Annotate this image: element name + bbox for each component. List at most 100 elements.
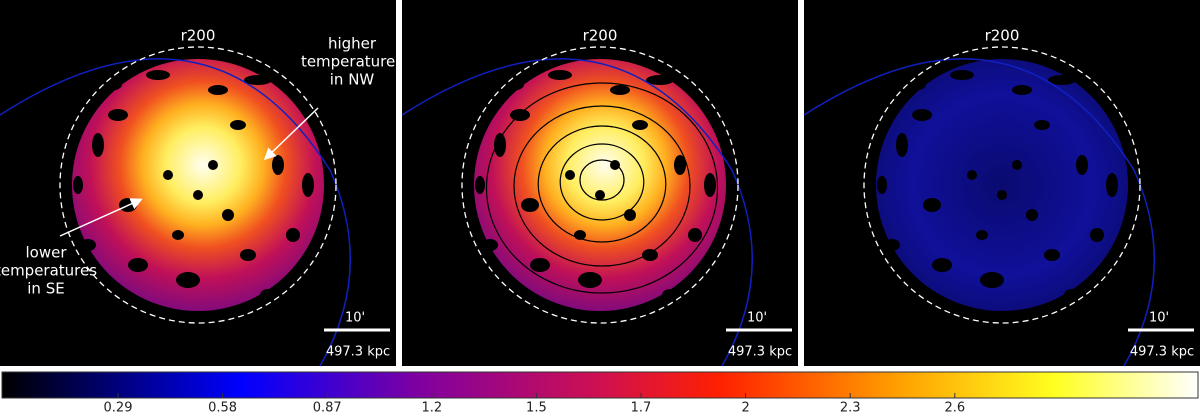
colorbar-tick-label: 2.6: [944, 401, 965, 416]
annotation: higher: [328, 35, 377, 53]
point-source-mask: [73, 176, 83, 194]
colorbar-tick-label: 2.3: [840, 401, 861, 416]
point-source-mask: [1034, 120, 1050, 130]
point-source-mask: [172, 230, 184, 240]
point-source-mask: [286, 228, 300, 242]
annotation: in NW: [330, 71, 375, 89]
colorbar: [1, 371, 1199, 399]
r500-arc: [803, 58, 1155, 367]
point-source-mask: [688, 228, 702, 242]
scale-distance: 497.3 kpc: [728, 345, 792, 360]
point-source-mask: [1076, 155, 1088, 175]
point-source-mask: [898, 79, 926, 91]
point-source-mask: [176, 272, 200, 288]
contour: [559, 143, 645, 221]
r200-circle: [59, 46, 337, 324]
point-source-mask: [1026, 209, 1038, 221]
point-source-mask: [108, 109, 128, 121]
point-source-mask: [92, 133, 104, 157]
point-source-mask: [240, 249, 256, 261]
point-source-mask: [510, 109, 530, 121]
r200-label: r200: [583, 27, 618, 45]
point-source-mask: [260, 289, 276, 301]
point-source-mask: [610, 85, 630, 95]
point-source-mask: [578, 272, 602, 288]
contour: [513, 105, 691, 267]
point-source-mask: [521, 198, 539, 212]
point-source-mask: [208, 85, 228, 95]
point-source-mask: [976, 230, 988, 240]
point-source-mask: [896, 133, 908, 157]
point-source-mask: [482, 239, 498, 251]
point-source-mask: [244, 75, 272, 85]
point-source-mask: [1048, 75, 1076, 85]
panel: r200 10' 497.3 kpc: [401, 0, 798, 367]
point-source-mask: [1064, 289, 1080, 301]
data-disk: [876, 59, 1128, 311]
point-source-mask: [272, 155, 284, 175]
point-source-mask: [923, 198, 941, 212]
data-disk: [474, 59, 726, 311]
point-source-mask: [1012, 85, 1032, 95]
point-source-mask: [80, 239, 96, 251]
point-source-mask: [884, 239, 900, 251]
point-source-mask: [980, 272, 1004, 288]
panels: r200 10' 497.3 kpc higher temperatures in NW l…: [0, 0, 1200, 367]
point-source-mask: [632, 120, 648, 130]
scale-length: 10': [747, 311, 767, 326]
point-source-mask: [230, 120, 246, 130]
r500-arc: [401, 58, 753, 367]
r200-label: r200: [181, 27, 216, 45]
scale-length: 10': [1149, 311, 1169, 326]
point-source-mask: [674, 155, 686, 175]
r200-circle: [863, 46, 1141, 324]
point-source-mask: [877, 176, 887, 194]
contour: [537, 125, 667, 243]
point-source-mask: [565, 170, 575, 180]
colorbar-tick-label: 1.5: [526, 401, 547, 416]
point-source-mask: [646, 75, 674, 85]
point-source-mask: [595, 190, 605, 200]
contour: [579, 159, 625, 201]
point-source-mask: [912, 109, 932, 121]
point-source-mask: [530, 258, 550, 272]
panel: r200 10' 497.3 kpc: [803, 0, 1200, 367]
point-source-mask: [950, 70, 974, 80]
colorbar-ticks: 0.29 0.58 0.87 1.2 1.5 1.7 2 2.3 2.6: [104, 393, 965, 416]
point-source-mask: [932, 258, 952, 272]
annotation: lower: [25, 244, 67, 262]
r500-arc: [0, 58, 351, 367]
point-source-mask: [208, 160, 218, 170]
point-source-mask: [128, 258, 148, 272]
point-source-mask: [1012, 160, 1022, 170]
point-source-mask: [475, 176, 485, 194]
colorbar-tick-label: 0.87: [313, 401, 342, 416]
scale-length: 10': [345, 311, 365, 326]
point-source-mask: [1044, 249, 1060, 261]
point-source-mask: [1106, 173, 1118, 197]
data-disk: [72, 59, 324, 311]
point-source-mask: [642, 249, 658, 261]
annotation: temperatures: [0, 262, 97, 280]
colorbar-tick-label: 1.2: [421, 401, 442, 416]
point-source-mask: [163, 170, 173, 180]
contour: [485, 82, 719, 294]
point-source-mask: [1090, 228, 1104, 242]
colorbar-tick-label: 2: [741, 401, 749, 416]
r200-label: r200: [985, 27, 1020, 45]
point-source-mask: [548, 70, 572, 80]
colorbar-tick-label: 1.7: [631, 401, 652, 416]
annotation: in SE: [27, 280, 64, 298]
colorbar-tick-label: 0.29: [104, 401, 133, 416]
point-source-mask: [94, 79, 122, 91]
r200-circle: [461, 46, 739, 324]
point-source-mask: [193, 190, 203, 200]
colorbar-tick-label: 0.58: [208, 401, 237, 416]
point-source-mask: [496, 79, 524, 91]
point-source-mask: [302, 173, 314, 197]
point-source-mask: [704, 173, 716, 197]
point-source-mask: [662, 289, 678, 301]
